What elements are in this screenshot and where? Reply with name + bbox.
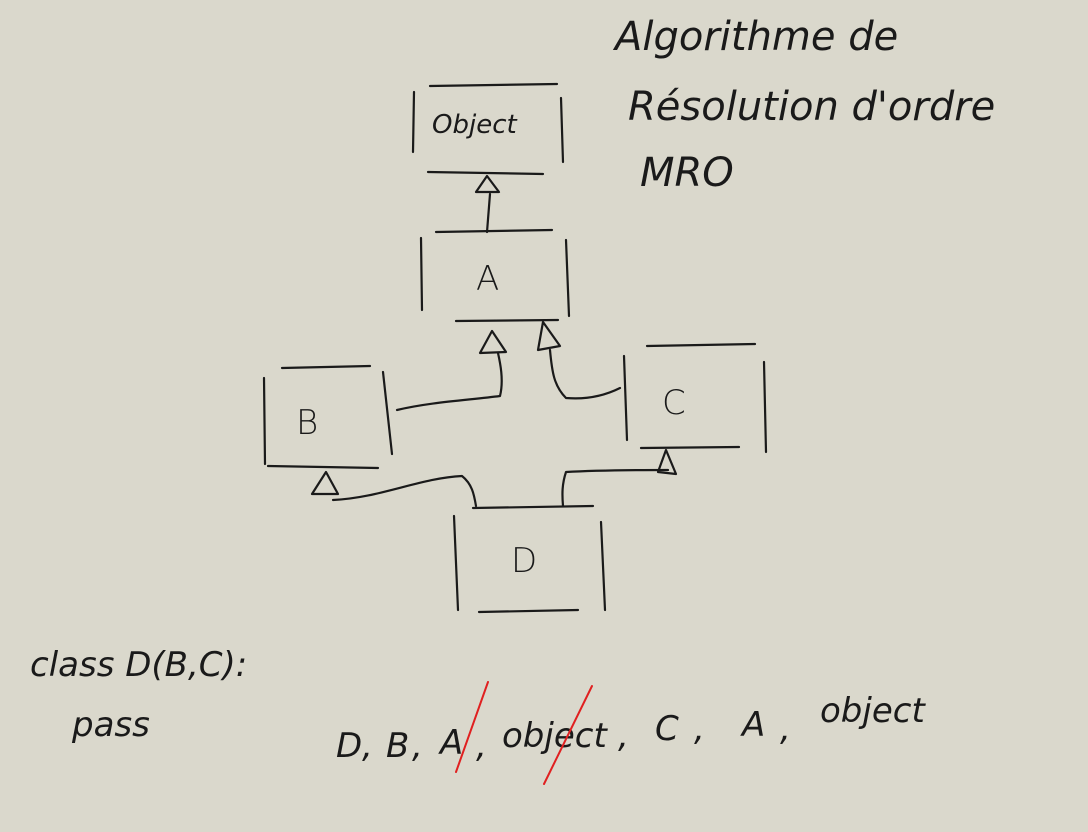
class-box-a: A: [419, 228, 571, 323]
mro-item-d: D: [336, 726, 362, 766]
mro-separator: ,: [362, 726, 373, 766]
code-block: class D(B,C): pass: [30, 645, 247, 745]
inheritance-arrow-d-b: [310, 470, 478, 508]
mro-separator: ,: [694, 709, 705, 749]
class-label-object: Object: [432, 110, 517, 140]
class-label-b: B: [296, 403, 318, 443]
class-box-b: B: [262, 364, 394, 470]
code-class-declaration: class D(B,C):: [30, 645, 247, 685]
mro-item-b: B: [386, 726, 409, 766]
inheritance-arrow-b-a: [395, 329, 508, 412]
strike-a: [455, 681, 489, 773]
title-line-1: Algorithme de: [612, 14, 898, 60]
class-box-c: C: [622, 342, 768, 454]
code-body-pass: pass: [71, 705, 150, 745]
inheritance-arrow-c-a: [536, 320, 622, 400]
mro-separator: ,: [412, 726, 423, 766]
mro-item-object: object: [820, 691, 926, 731]
class-label-c: C: [662, 383, 686, 423]
mro-item-object-struck: object: [502, 716, 608, 756]
strike-object: [543, 685, 593, 785]
mro-item-a-struck: A: [438, 723, 463, 763]
class-box-d: D: [452, 504, 607, 614]
mro-item-c: C: [655, 709, 679, 749]
class-label-a: A: [476, 259, 499, 299]
inheritance-arrow-d-c: [561, 448, 678, 508]
class-box-object: Object: [411, 82, 565, 176]
mro-item-a: A: [740, 705, 765, 745]
mro-separator: ,: [476, 726, 487, 766]
title-block: Algorithme de Résolution d'ordre MRO: [612, 14, 995, 196]
mro-separator: ,: [618, 716, 629, 756]
mro-separator: ,: [780, 709, 791, 749]
inheritance-arrow-a-object: [474, 174, 501, 234]
title-line-2: Résolution d'ordre: [628, 84, 995, 130]
mro-sequence: D , B , A , object , C , A , object: [336, 691, 926, 766]
strike-marks: [455, 681, 593, 785]
title-line-3: MRO: [640, 150, 734, 196]
class-label-d: D: [511, 541, 537, 581]
